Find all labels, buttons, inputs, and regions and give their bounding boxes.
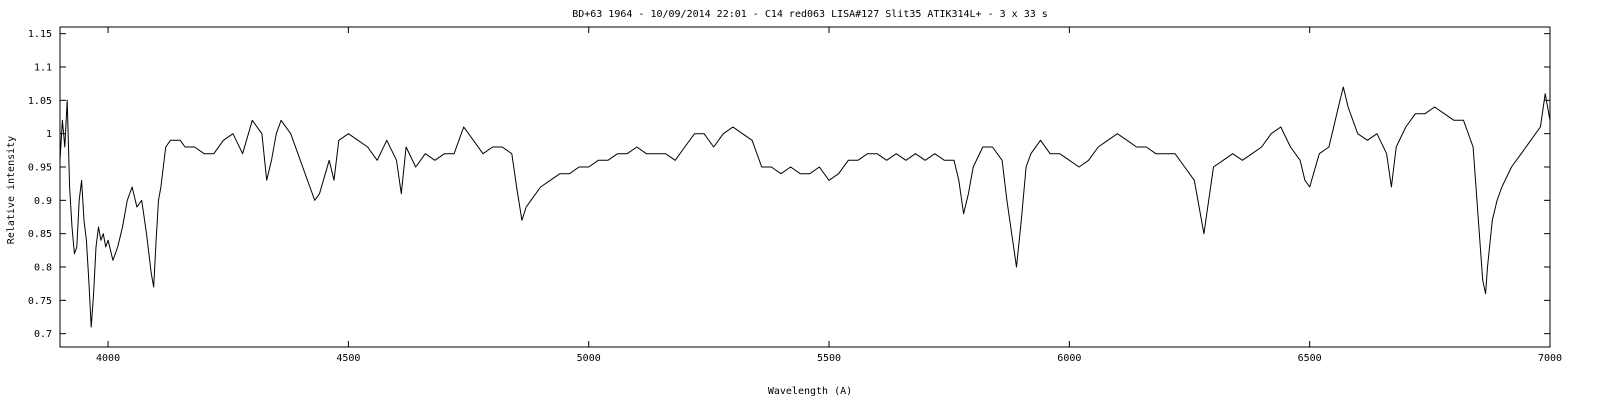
series-layer [59, 86, 1551, 328]
x-tick-label: 5000 [577, 353, 601, 364]
x-tick-label: 6500 [1298, 353, 1322, 364]
y-tick-label: 1.15 [28, 29, 52, 40]
spectrum-series-line [59, 86, 1551, 328]
y-tick-label: 0.9 [34, 196, 52, 207]
x-tick-label: 5500 [817, 353, 841, 364]
chart-title: BD+63 1964 - 10/09/2014 22:01 - C14 red0… [572, 9, 1048, 20]
y-tick-label: 1 [46, 129, 52, 140]
y-tick-label: 0.7 [34, 329, 52, 340]
y-tick-label: 0.85 [28, 229, 52, 240]
y-tick-label: 0.8 [34, 263, 52, 274]
x-tick-label: 4500 [336, 353, 360, 364]
plot-frame [59, 26, 1551, 348]
x-tick-label: 4000 [96, 353, 120, 364]
tick-layer: 4000 4500 5000 5500 6000 6500 7000 0.7 0.75 0.8 0.… [28, 27, 1562, 364]
x-tick-label: 7000 [1538, 353, 1562, 364]
y-tick-label: 0.75 [28, 296, 52, 307]
x-tick-label: 6000 [1057, 353, 1081, 364]
y-axis-label: Relative intensity [6, 136, 17, 244]
x-axis-label: Wavelength (A) [768, 386, 852, 397]
y-tick-label: 1.05 [28, 96, 52, 107]
y-tick-label: 1.1 [34, 63, 52, 74]
y-tick-label: 0.95 [28, 163, 52, 174]
